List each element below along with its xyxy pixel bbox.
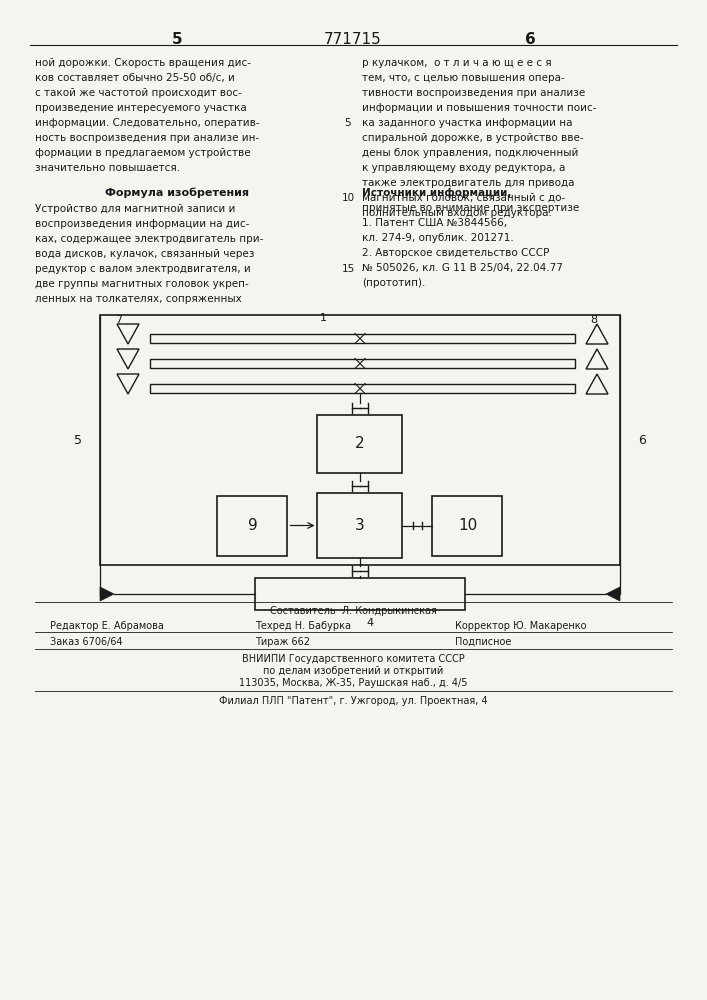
Bar (100, 315, 620, 565)
Text: информации и повышения точности поис-: информации и повышения точности поис- (362, 103, 597, 113)
Text: ка заданного участка информации на: ка заданного участка информации на (362, 118, 573, 128)
Text: 9: 9 (247, 518, 257, 533)
Text: 7: 7 (115, 315, 122, 325)
Text: 3: 3 (355, 518, 365, 533)
Text: произведение интересуемого участка: произведение интересуемого участка (35, 103, 247, 113)
Text: вода дисков, кулачок, связанный через: вода дисков, кулачок, связанный через (35, 249, 255, 259)
Text: 6: 6 (525, 32, 535, 47)
Text: 5: 5 (74, 434, 82, 446)
Text: 2. Авторское свидетельство СССР: 2. Авторское свидетельство СССР (362, 248, 549, 258)
Text: ной дорожки. Скорость вращения дис-: ной дорожки. Скорость вращения дис- (35, 58, 251, 68)
Text: Заказ 6706/64: Заказ 6706/64 (50, 637, 122, 647)
Text: 771715: 771715 (324, 32, 382, 47)
Polygon shape (606, 587, 620, 601)
Text: магнитных головок, связанный с до-: магнитных головок, связанный с до- (362, 193, 566, 203)
Text: Техред Н. Бабурка: Техред Н. Бабурка (255, 621, 351, 631)
Text: ленных на толкателях, сопряженных: ленных на толкателях, сопряженных (35, 294, 242, 304)
Bar (150, 334, 575, 343)
Text: к управляющему входу редуктора, а: к управляющему входу редуктора, а (362, 163, 566, 173)
Text: также электродвигатель для привода: также электродвигатель для привода (362, 178, 575, 188)
Text: тивности воспроизведения при анализе: тивности воспроизведения при анализе (362, 88, 585, 98)
Text: 4: 4 (366, 618, 373, 628)
Text: дены блок управления, подключенный: дены блок управления, подключенный (362, 148, 578, 158)
Bar (255, 578, 465, 610)
Text: 1. Патент США №3844566,: 1. Патент США №3844566, (362, 218, 507, 228)
Text: ках, содержащее электродвигатель при-: ках, содержащее электродвигатель при- (35, 234, 264, 244)
Text: ков составляет обычно 25-50 об/с, и: ков составляет обычно 25-50 об/с, и (35, 73, 235, 83)
Text: Источники информации,: Источники информации, (362, 188, 511, 198)
Text: тем, что, с целью повышения опера-: тем, что, с целью повышения опера- (362, 73, 565, 83)
Text: редуктор с валом электродвигателя, и: редуктор с валом электродвигателя, и (35, 264, 251, 274)
Text: значительно повышается.: значительно повышается. (35, 163, 180, 173)
Text: кл. 274-9, опублик. 201271.: кл. 274-9, опублик. 201271. (362, 233, 514, 243)
Text: воспроизведения информации на дис-: воспроизведения информации на дис- (35, 219, 250, 229)
Text: Формула изобретения: Формула изобретения (105, 188, 249, 198)
Text: спиральной дорожке, в устройство вве-: спиральной дорожке, в устройство вве- (362, 133, 583, 143)
Text: 10: 10 (458, 518, 477, 533)
Text: с такой же частотой происходит вос-: с такой же частотой происходит вос- (35, 88, 242, 98)
Text: Составитель  Л. Кондрыкинская: Составитель Л. Кондрыкинская (269, 606, 436, 616)
Text: 5: 5 (172, 32, 182, 47)
Text: 8: 8 (590, 315, 597, 325)
Text: полнительным входом редуктора.: полнительным входом редуктора. (362, 208, 552, 218)
Text: по делам изобретений и открытий: по делам изобретений и открытий (263, 666, 443, 676)
Text: Тираж 662: Тираж 662 (255, 637, 310, 647)
Text: 1: 1 (320, 313, 327, 323)
Text: р кулачком,  о т л и ч а ю щ е е с я: р кулачком, о т л и ч а ю щ е е с я (362, 58, 551, 68)
Bar (317, 415, 402, 473)
Text: 10: 10 (341, 193, 355, 203)
Bar (433, 495, 503, 556)
Text: 15: 15 (341, 264, 355, 274)
Text: 6: 6 (638, 434, 646, 446)
Text: № 505026, кл. G 11 В 25/04, 22.04.77: № 505026, кл. G 11 В 25/04, 22.04.77 (362, 263, 563, 273)
Text: 5: 5 (345, 118, 351, 128)
Text: ность воспроизведения при анализе ин-: ность воспроизведения при анализе ин- (35, 133, 259, 143)
Bar (150, 384, 575, 393)
Text: 2: 2 (355, 436, 365, 452)
Polygon shape (100, 587, 114, 601)
Bar (150, 359, 575, 368)
Text: Филиал ПЛП "Патент", г. Ужгород, ул. Проектная, 4: Филиал ПЛП "Патент", г. Ужгород, ул. Про… (218, 696, 487, 706)
Text: Корректор Ю. Макаренко: Корректор Ю. Макаренко (455, 621, 587, 631)
Text: Редактор Е. Абрамова: Редактор Е. Абрамова (50, 621, 164, 631)
Text: 113035, Москва, Ж-35, Раушская наб., д. 4/5: 113035, Москва, Ж-35, Раушская наб., д. … (239, 678, 467, 688)
Text: (прототип).: (прототип). (362, 278, 426, 288)
Text: две группы магнитных головок укреп-: две группы магнитных головок укреп- (35, 279, 249, 289)
Text: формации в предлагаемом устройстве: формации в предлагаемом устройстве (35, 148, 250, 158)
Bar (317, 493, 402, 558)
Text: информации. Следовательно, оператив-: информации. Следовательно, оператив- (35, 118, 259, 128)
Text: Подписное: Подписное (455, 637, 511, 647)
Text: принятые во внимание при экспертизе: принятые во внимание при экспертизе (362, 203, 579, 213)
Bar (218, 495, 288, 556)
Text: ВНИИПИ Государственного комитета СССР: ВНИИПИ Государственного комитета СССР (242, 654, 464, 664)
Text: Устройство для магнитной записи и: Устройство для магнитной записи и (35, 204, 235, 214)
